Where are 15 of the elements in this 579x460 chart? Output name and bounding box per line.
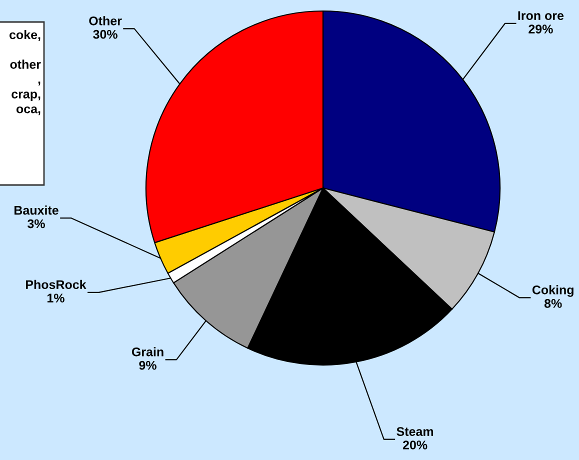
data-label: 29% [528,24,553,34]
slice-label: Coking [532,285,574,297]
slice-label: PhosRock [26,280,86,290]
slice-label: Grain [132,347,164,356]
slice-label: Other [89,16,122,26]
data-label: 20% [402,440,428,450]
data-label: 3% [28,219,45,228]
slice-label: Bauxite [14,206,58,215]
data-label: 1% [47,294,64,302]
data-label: 8% [544,299,562,308]
text: coke, other , crap, oca, [10,30,41,116]
data-label: 9% [139,360,156,370]
slice-label: Steam [396,427,434,436]
data-label: 30% [93,30,118,39]
slice-label: Iron ore [518,11,564,20]
